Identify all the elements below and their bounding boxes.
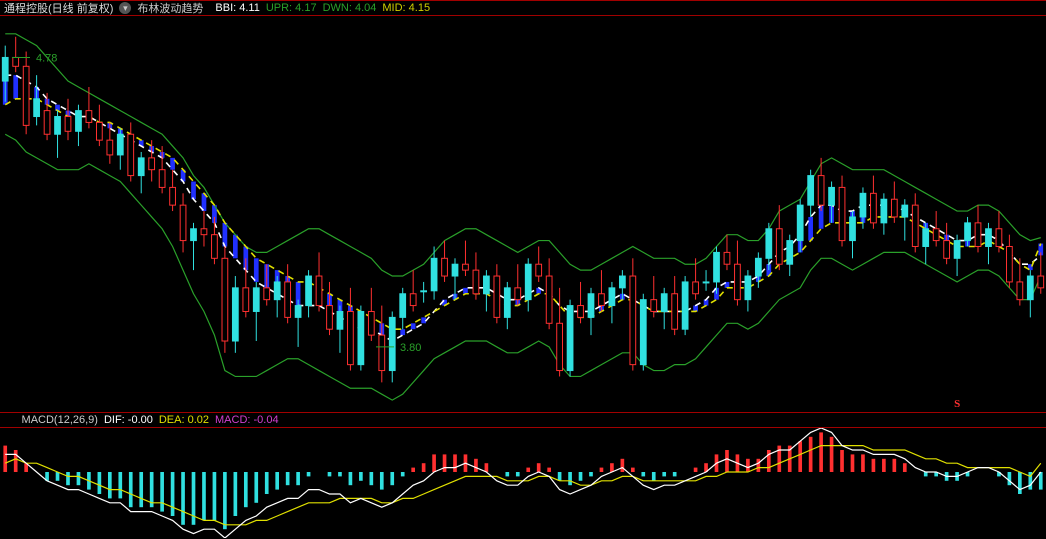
- indicator-chevron-icon[interactable]: ▾: [119, 2, 131, 14]
- macd-values-slot: MACD(12,26,9) DIF: -0.00 DEA: 0.02 MACD: -0…: [16, 414, 279, 426]
- sell-signal-mark: S: [954, 398, 960, 410]
- main-candlestick-chart[interactable]: 4.78 3.80: [0, 16, 1046, 412]
- symbol-title: 通程控股(日线 前复权): [4, 0, 113, 16]
- indicator-name: 布林波动趋势: [137, 0, 203, 16]
- header-value: MID: 4.15: [382, 2, 430, 14]
- price-label: 4.78: [36, 52, 57, 64]
- main-chart-header: 通程控股(日线 前复权) ▾ 布林波动趋势 BBI: 4.11 UPR: 4.17…: [0, 0, 1046, 16]
- header-value: BBI: 4.11: [215, 2, 259, 14]
- price-label: 3.80: [400, 342, 421, 354]
- header-values-slot: BBI: 4.11 UPR: 4.17 DWN: 4.04 MID: 4.15: [209, 2, 430, 14]
- header-value: DWN: 4.04: [323, 2, 377, 14]
- macd-chart[interactable]: [0, 428, 1046, 538]
- macd-chevron-icon[interactable]: ▾: [4, 413, 10, 426]
- macd-header-value: DIF: -0.00: [104, 414, 153, 426]
- header-value: UPR: 4.17: [266, 2, 317, 14]
- macd-header-value: MACD: -0.04: [215, 414, 279, 426]
- macd-header: ▾ MACD(12,26,9) DIF: -0.00 DEA: 0.02 MACD: …: [0, 412, 1046, 428]
- macd-header-value: DEA: 0.02: [159, 414, 209, 426]
- macd-header-value: MACD(12,26,9): [22, 414, 98, 426]
- candles: [2, 37, 1043, 383]
